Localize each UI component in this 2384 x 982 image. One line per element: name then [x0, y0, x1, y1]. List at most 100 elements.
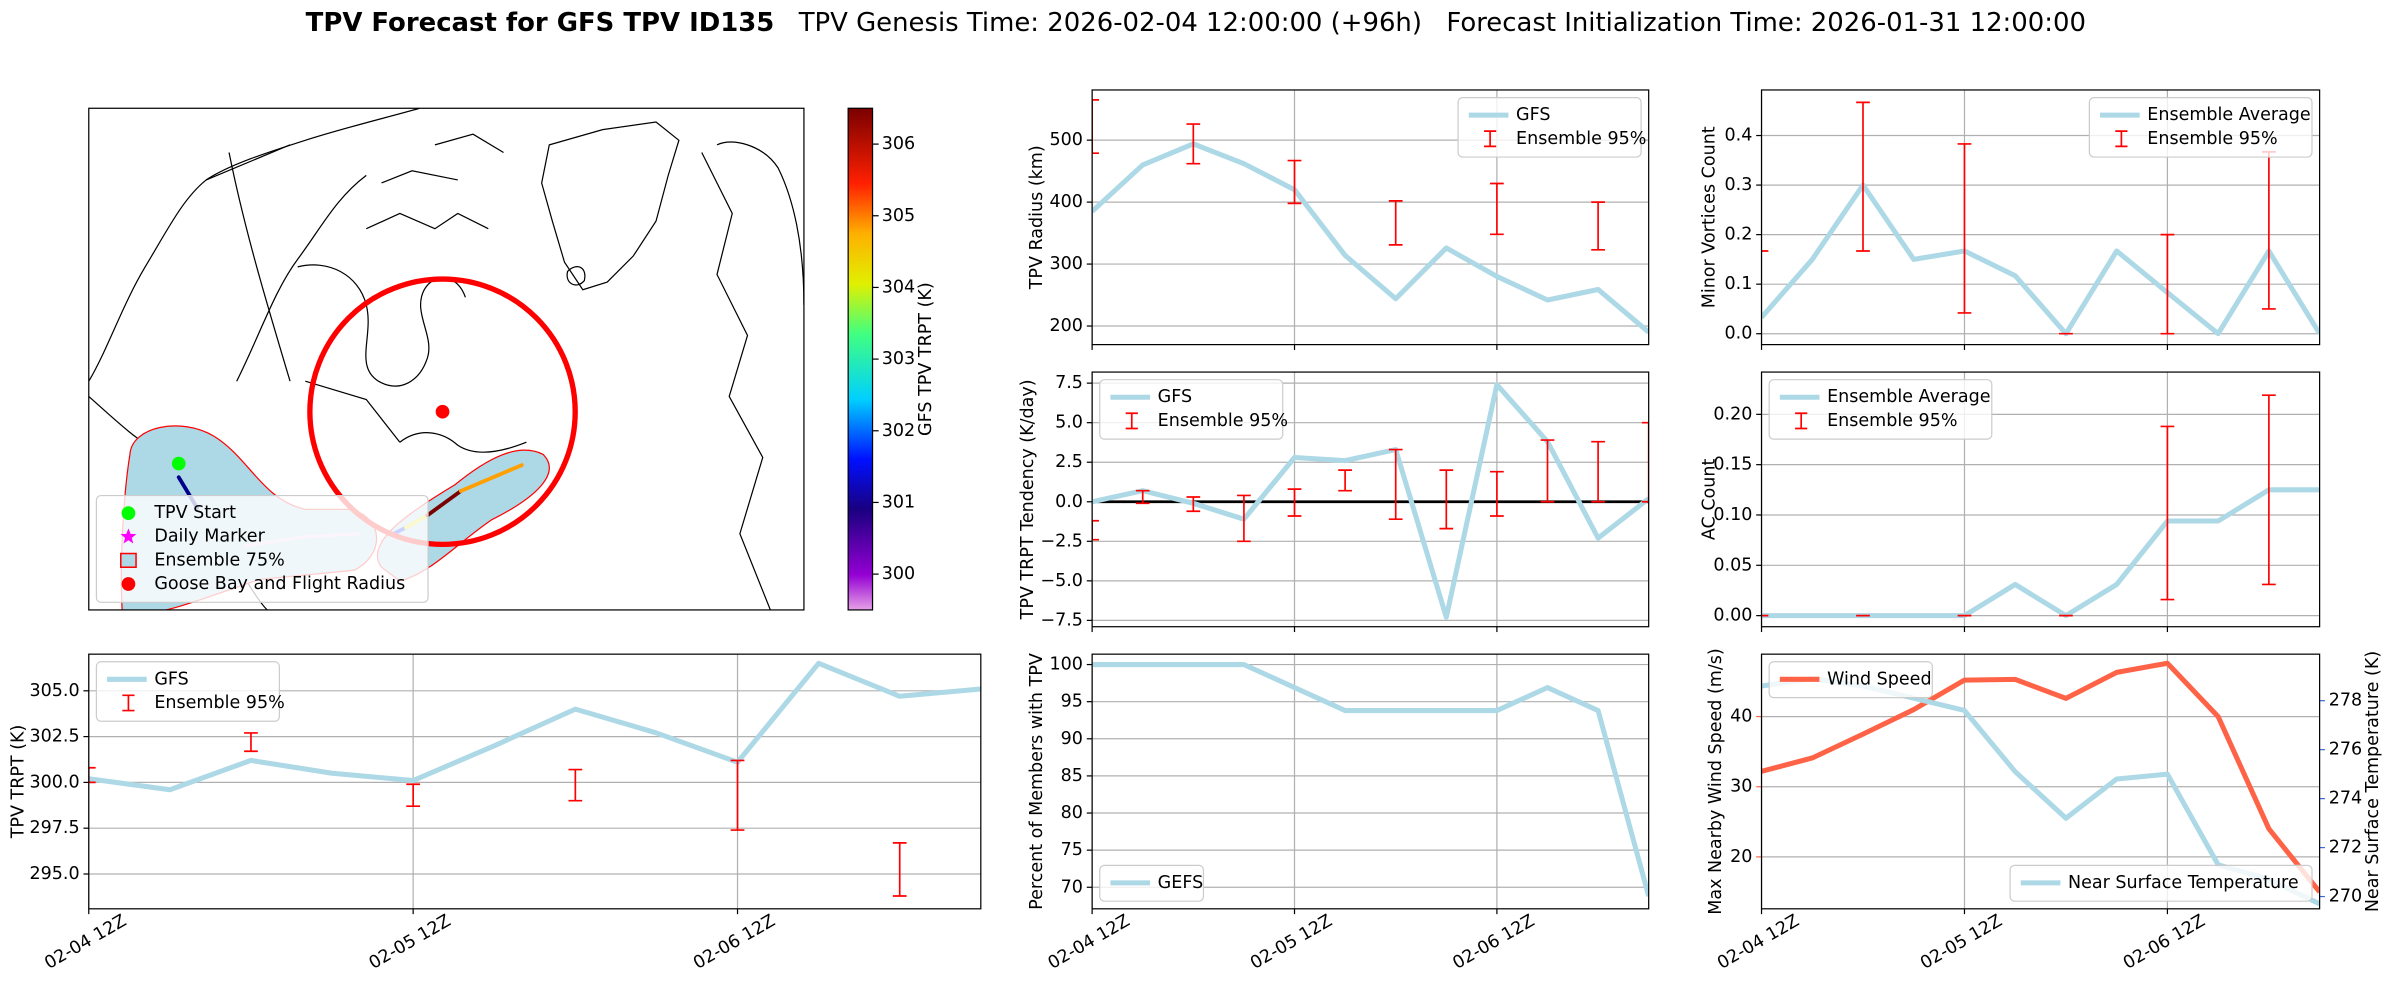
- legend-label: Wind Speed: [1827, 669, 1932, 689]
- error-bar: [1591, 201, 1605, 251]
- legend-marker: [122, 694, 135, 712]
- y-axis-label: TPV TRPT Tendency (K/day): [1018, 379, 1038, 620]
- line-series: [1092, 382, 1649, 620]
- error-bar: [1388, 448, 1403, 520]
- legend: Wind Speed: [1768, 661, 1933, 699]
- y-tick-label: 100: [1050, 655, 1083, 675]
- error-bar: [1540, 439, 1555, 503]
- line-series: [88, 660, 981, 793]
- error-bar: [1135, 489, 1150, 505]
- y-tick-label: 70: [1061, 877, 1083, 897]
- legend-label: Ensemble 95%: [154, 693, 284, 713]
- legend-box: [1099, 864, 1205, 902]
- y-tick-label: 20: [1730, 847, 1752, 867]
- flight-radius: [307, 276, 578, 548]
- legend-box: [1768, 661, 1933, 699]
- legend-label: Ensemble Average: [1827, 387, 1990, 407]
- y-axis-label: Percent of Members with TPV: [1027, 653, 1047, 910]
- plot-area: [1092, 662, 1649, 897]
- y-tick-label: 300.0: [29, 772, 79, 792]
- legend-label: Ensemble 95%: [2147, 129, 2277, 149]
- colorbar-tick-label: 301: [882, 492, 915, 512]
- legend-marker: [1484, 130, 1497, 148]
- y-axis-label: Max Nearby Wind Speed (m/s): [1706, 648, 1726, 914]
- colorbar-tick-label: 304: [882, 277, 915, 297]
- y2-axis-label: Near Surface Temperature (K): [2363, 651, 2383, 912]
- legend-box: [1457, 96, 1642, 158]
- legend-marker: [1795, 412, 1808, 430]
- y-tick-label: 305.0: [29, 681, 79, 701]
- legend-marker: [121, 506, 136, 520]
- error-bar: [568, 768, 583, 802]
- y-tick-label: 200: [1050, 316, 1083, 336]
- error-bar: [1490, 182, 1504, 236]
- error-bar: [730, 759, 745, 831]
- legend: TPV Start Daily Marker Ensemble 75% Goose B…: [95, 494, 429, 603]
- map-frame: [88, 107, 805, 611]
- colorbar-label: GFS TPV TRPT (K): [916, 282, 936, 436]
- plot-area: [1761, 394, 2320, 619]
- colorbar-tick-label: 300: [882, 564, 915, 584]
- y-tick-label: 2.5: [1055, 452, 1083, 472]
- axes-frame: [1091, 89, 1650, 346]
- line-series: [1092, 141, 1649, 335]
- line-series: [1761, 660, 2320, 894]
- line-series: [1761, 182, 2320, 337]
- y-tick-label: 0.3: [1725, 175, 1753, 195]
- error-bar: [1591, 440, 1605, 503]
- y-tick-label: 0.15: [1713, 455, 1752, 475]
- error-bar: [1186, 123, 1201, 165]
- axes-frame: [88, 653, 982, 910]
- tpv-start: [171, 456, 186, 471]
- error-bar: [1338, 469, 1352, 492]
- legend-label: Ensemble 75%: [154, 550, 284, 570]
- y-tick-label: 0.05: [1713, 555, 1752, 575]
- error-bar: [1641, 421, 1649, 503]
- error-bar: [1856, 101, 1870, 252]
- legend: GEFS: [1099, 864, 1205, 902]
- legend: GFS Ensemble 95%: [1457, 96, 1646, 158]
- goose-bay: [435, 404, 450, 419]
- axes-frame: [1760, 89, 2321, 346]
- error-bar: [1092, 519, 1099, 541]
- legend-label: Ensemble 95%: [1827, 411, 1957, 431]
- title: TPV Forecast for GFS TPV ID135: [306, 7, 775, 37]
- y-tick-label: 300: [1050, 254, 1083, 274]
- error-bar: [1287, 159, 1302, 205]
- y-tick-label: −2.5: [1040, 531, 1083, 551]
- error-bar: [1237, 494, 1251, 543]
- legend-marker: [1125, 412, 1138, 430]
- plot-area: [1092, 99, 1649, 335]
- plot-area: [1092, 382, 1649, 620]
- legend-label: TPV Start: [153, 503, 236, 523]
- colorbar-tick-label: 305: [882, 206, 915, 226]
- y-tick-label: 500: [1050, 130, 1083, 150]
- legend: Ensemble Average Ensemble 95%: [2088, 96, 2313, 158]
- legend: Ensemble Average Ensemble 95%: [1768, 379, 1993, 440]
- line-series: [1761, 487, 2320, 619]
- y2-tick-label: 274: [2329, 789, 2362, 809]
- axes-frame: [1091, 371, 1650, 628]
- legend-label: GEFS: [1158, 873, 1204, 893]
- y-tick-label: 0.20: [1713, 404, 1752, 424]
- error-bar: [1388, 200, 1403, 246]
- error-bar: [2262, 394, 2276, 586]
- error-bar: [406, 783, 421, 808]
- y-axis-label: TPV Radius (km): [1027, 145, 1047, 290]
- y-tick-label: 30: [1730, 777, 1752, 797]
- error-bar: [244, 732, 258, 753]
- y-tick-label: 0.4: [1725, 126, 1753, 146]
- legend-marker: [120, 528, 137, 544]
- y-tick-label: 302.5: [29, 727, 79, 747]
- error-bar: [1092, 99, 1099, 155]
- y-tick-label: 85: [1061, 766, 1083, 786]
- y-tick-label: 75: [1061, 840, 1083, 860]
- legend: Near Surface Temperature: [2009, 864, 2313, 902]
- legend-label: Daily Marker: [154, 527, 265, 547]
- legend-label: Goose Bay and Flight Radius: [154, 574, 405, 594]
- y-tick-label: 295.0: [29, 864, 79, 884]
- legend-label: Ensemble Average: [2147, 105, 2310, 125]
- y-tick-label: 0.10: [1713, 505, 1752, 525]
- line-series: [1092, 662, 1649, 897]
